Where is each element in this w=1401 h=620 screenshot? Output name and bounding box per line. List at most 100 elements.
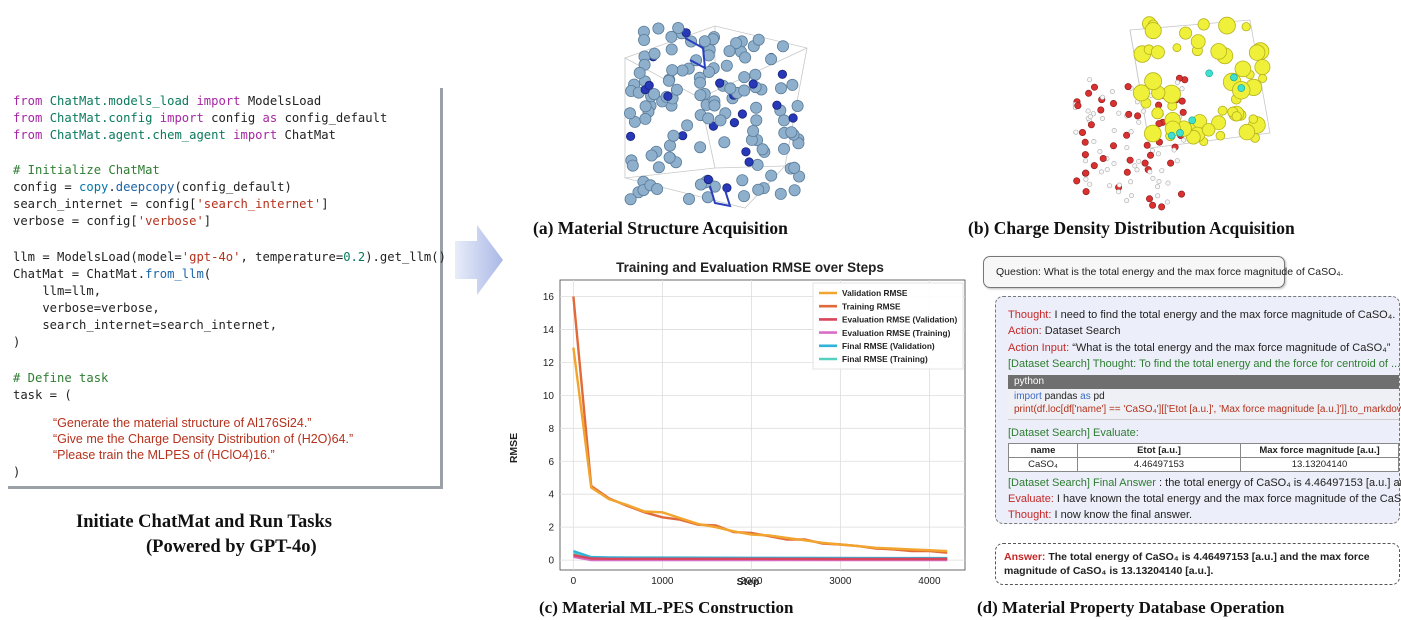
atom bbox=[1087, 181, 1093, 187]
atom bbox=[752, 33, 765, 46]
atom bbox=[1171, 147, 1177, 153]
code-text: , temperature= bbox=[240, 250, 344, 264]
atom bbox=[672, 21, 685, 34]
atom bbox=[788, 184, 801, 197]
identifier: ModelsLoad bbox=[247, 94, 322, 108]
atom bbox=[1124, 83, 1132, 91]
atom bbox=[722, 183, 732, 193]
atom bbox=[1123, 131, 1131, 139]
atom bbox=[791, 100, 804, 113]
code-text: from_llm bbox=[145, 267, 204, 281]
atom bbox=[765, 169, 778, 182]
code-string: 'verbose' bbox=[137, 214, 204, 228]
caption-c: (c) Material ML-PES Construction bbox=[539, 598, 794, 617]
atom bbox=[633, 66, 646, 79]
atom bbox=[664, 139, 677, 152]
atom bbox=[1150, 175, 1156, 181]
action-line: Action: Dataset Search bbox=[1008, 325, 1121, 337]
legend-label: Validation RMSE bbox=[842, 288, 908, 298]
atom bbox=[786, 78, 799, 91]
y-tick-label: 8 bbox=[548, 424, 554, 435]
atom bbox=[1176, 129, 1184, 137]
atom bbox=[1124, 145, 1130, 151]
atom bbox=[708, 99, 721, 112]
code-text: ChatMat = ChatMat. bbox=[13, 267, 146, 281]
atom bbox=[1155, 193, 1161, 199]
atom bbox=[1083, 176, 1089, 182]
atom bbox=[702, 112, 715, 125]
module: ChatMat.models_load bbox=[49, 94, 190, 108]
evaluate-text: I have known the total energy and the ma… bbox=[1053, 493, 1401, 505]
x-tick-label: 4000 bbox=[918, 576, 941, 587]
answer-line-2: magnitude of CaSO₄ is 13.13204140 [a.u.]… bbox=[1004, 565, 1214, 577]
density-isosurface bbox=[1218, 16, 1236, 35]
atom bbox=[1167, 159, 1175, 167]
density-isosurface bbox=[1238, 123, 1256, 141]
thought-text: I now know the final answer. bbox=[1051, 509, 1193, 521]
atom bbox=[738, 84, 751, 97]
density-isosurface bbox=[1258, 73, 1268, 83]
atom bbox=[1205, 69, 1213, 78]
code-chatmat-line: ChatMat = ChatMat.from_llm( bbox=[13, 266, 211, 282]
atom bbox=[1097, 106, 1105, 114]
atom bbox=[1181, 137, 1187, 143]
atom bbox=[663, 91, 673, 101]
thought-text: I need to find the total energy and the … bbox=[1051, 309, 1396, 321]
chart-title: Training and Evaluation RMSE over Steps bbox=[616, 260, 884, 275]
atom bbox=[749, 68, 762, 81]
atom bbox=[785, 126, 798, 139]
evaluate2-line: Evaluate: I have known the total energy … bbox=[1008, 493, 1401, 505]
code-text: ] bbox=[321, 197, 329, 211]
x-tick-label: 1000 bbox=[651, 576, 674, 587]
keyword: from bbox=[13, 128, 43, 142]
legend-box bbox=[812, 282, 964, 370]
atom bbox=[1116, 110, 1122, 116]
code-block-line: import pandas as pd bbox=[1014, 391, 1105, 402]
atom bbox=[744, 157, 754, 167]
density-isosurface bbox=[1179, 26, 1193, 40]
code-import-line: from ChatMat.config import config as con… bbox=[13, 110, 387, 126]
legend-label: Final RMSE (Training) bbox=[842, 354, 928, 364]
caption-left-2: (Powered by GPT-4o) bbox=[146, 537, 317, 557]
atom bbox=[1230, 73, 1238, 82]
x-axis-label: Step bbox=[737, 576, 760, 588]
atom bbox=[1178, 97, 1186, 105]
atom bbox=[639, 100, 652, 113]
atom bbox=[651, 182, 664, 195]
atom bbox=[1126, 156, 1134, 164]
atom bbox=[1079, 129, 1087, 137]
atom bbox=[720, 59, 733, 72]
code-text: ).get_llm() bbox=[365, 250, 446, 264]
density-isosurface bbox=[1144, 72, 1162, 91]
atom bbox=[1165, 180, 1171, 186]
code-arg-line: llm=llm, bbox=[13, 284, 102, 298]
atom bbox=[638, 33, 651, 46]
density-isosurface bbox=[1231, 111, 1242, 122]
atom bbox=[681, 119, 694, 132]
atom bbox=[1107, 183, 1113, 189]
atom bbox=[1099, 94, 1105, 100]
atom bbox=[644, 80, 654, 91]
atom bbox=[1167, 131, 1176, 140]
code-llm-line: llm = ModelsLoad(model='gpt-4o', tempera… bbox=[13, 249, 446, 265]
atom bbox=[730, 37, 743, 50]
atom bbox=[626, 159, 639, 172]
atom bbox=[1082, 188, 1090, 196]
thought-label: Thought: bbox=[1008, 309, 1052, 321]
density-isosurface bbox=[1248, 44, 1266, 61]
caption-b: (b) Charge Density Distribution Acquisit… bbox=[968, 218, 1295, 238]
atom bbox=[1188, 116, 1196, 125]
atom bbox=[714, 114, 727, 127]
atom bbox=[1136, 119, 1142, 125]
code-text: . bbox=[108, 180, 116, 194]
atom bbox=[1097, 149, 1103, 155]
code-config-line: config = copy.deepcopy(config_default) bbox=[13, 179, 292, 195]
atom bbox=[723, 45, 736, 58]
atom bbox=[624, 107, 637, 120]
evaluate-line: [Dataset Search] Evaluate: bbox=[1008, 427, 1139, 439]
atom bbox=[1104, 167, 1110, 173]
keyword: import bbox=[159, 111, 204, 125]
atom bbox=[750, 114, 763, 127]
atom bbox=[737, 109, 747, 119]
atom bbox=[1128, 129, 1134, 135]
